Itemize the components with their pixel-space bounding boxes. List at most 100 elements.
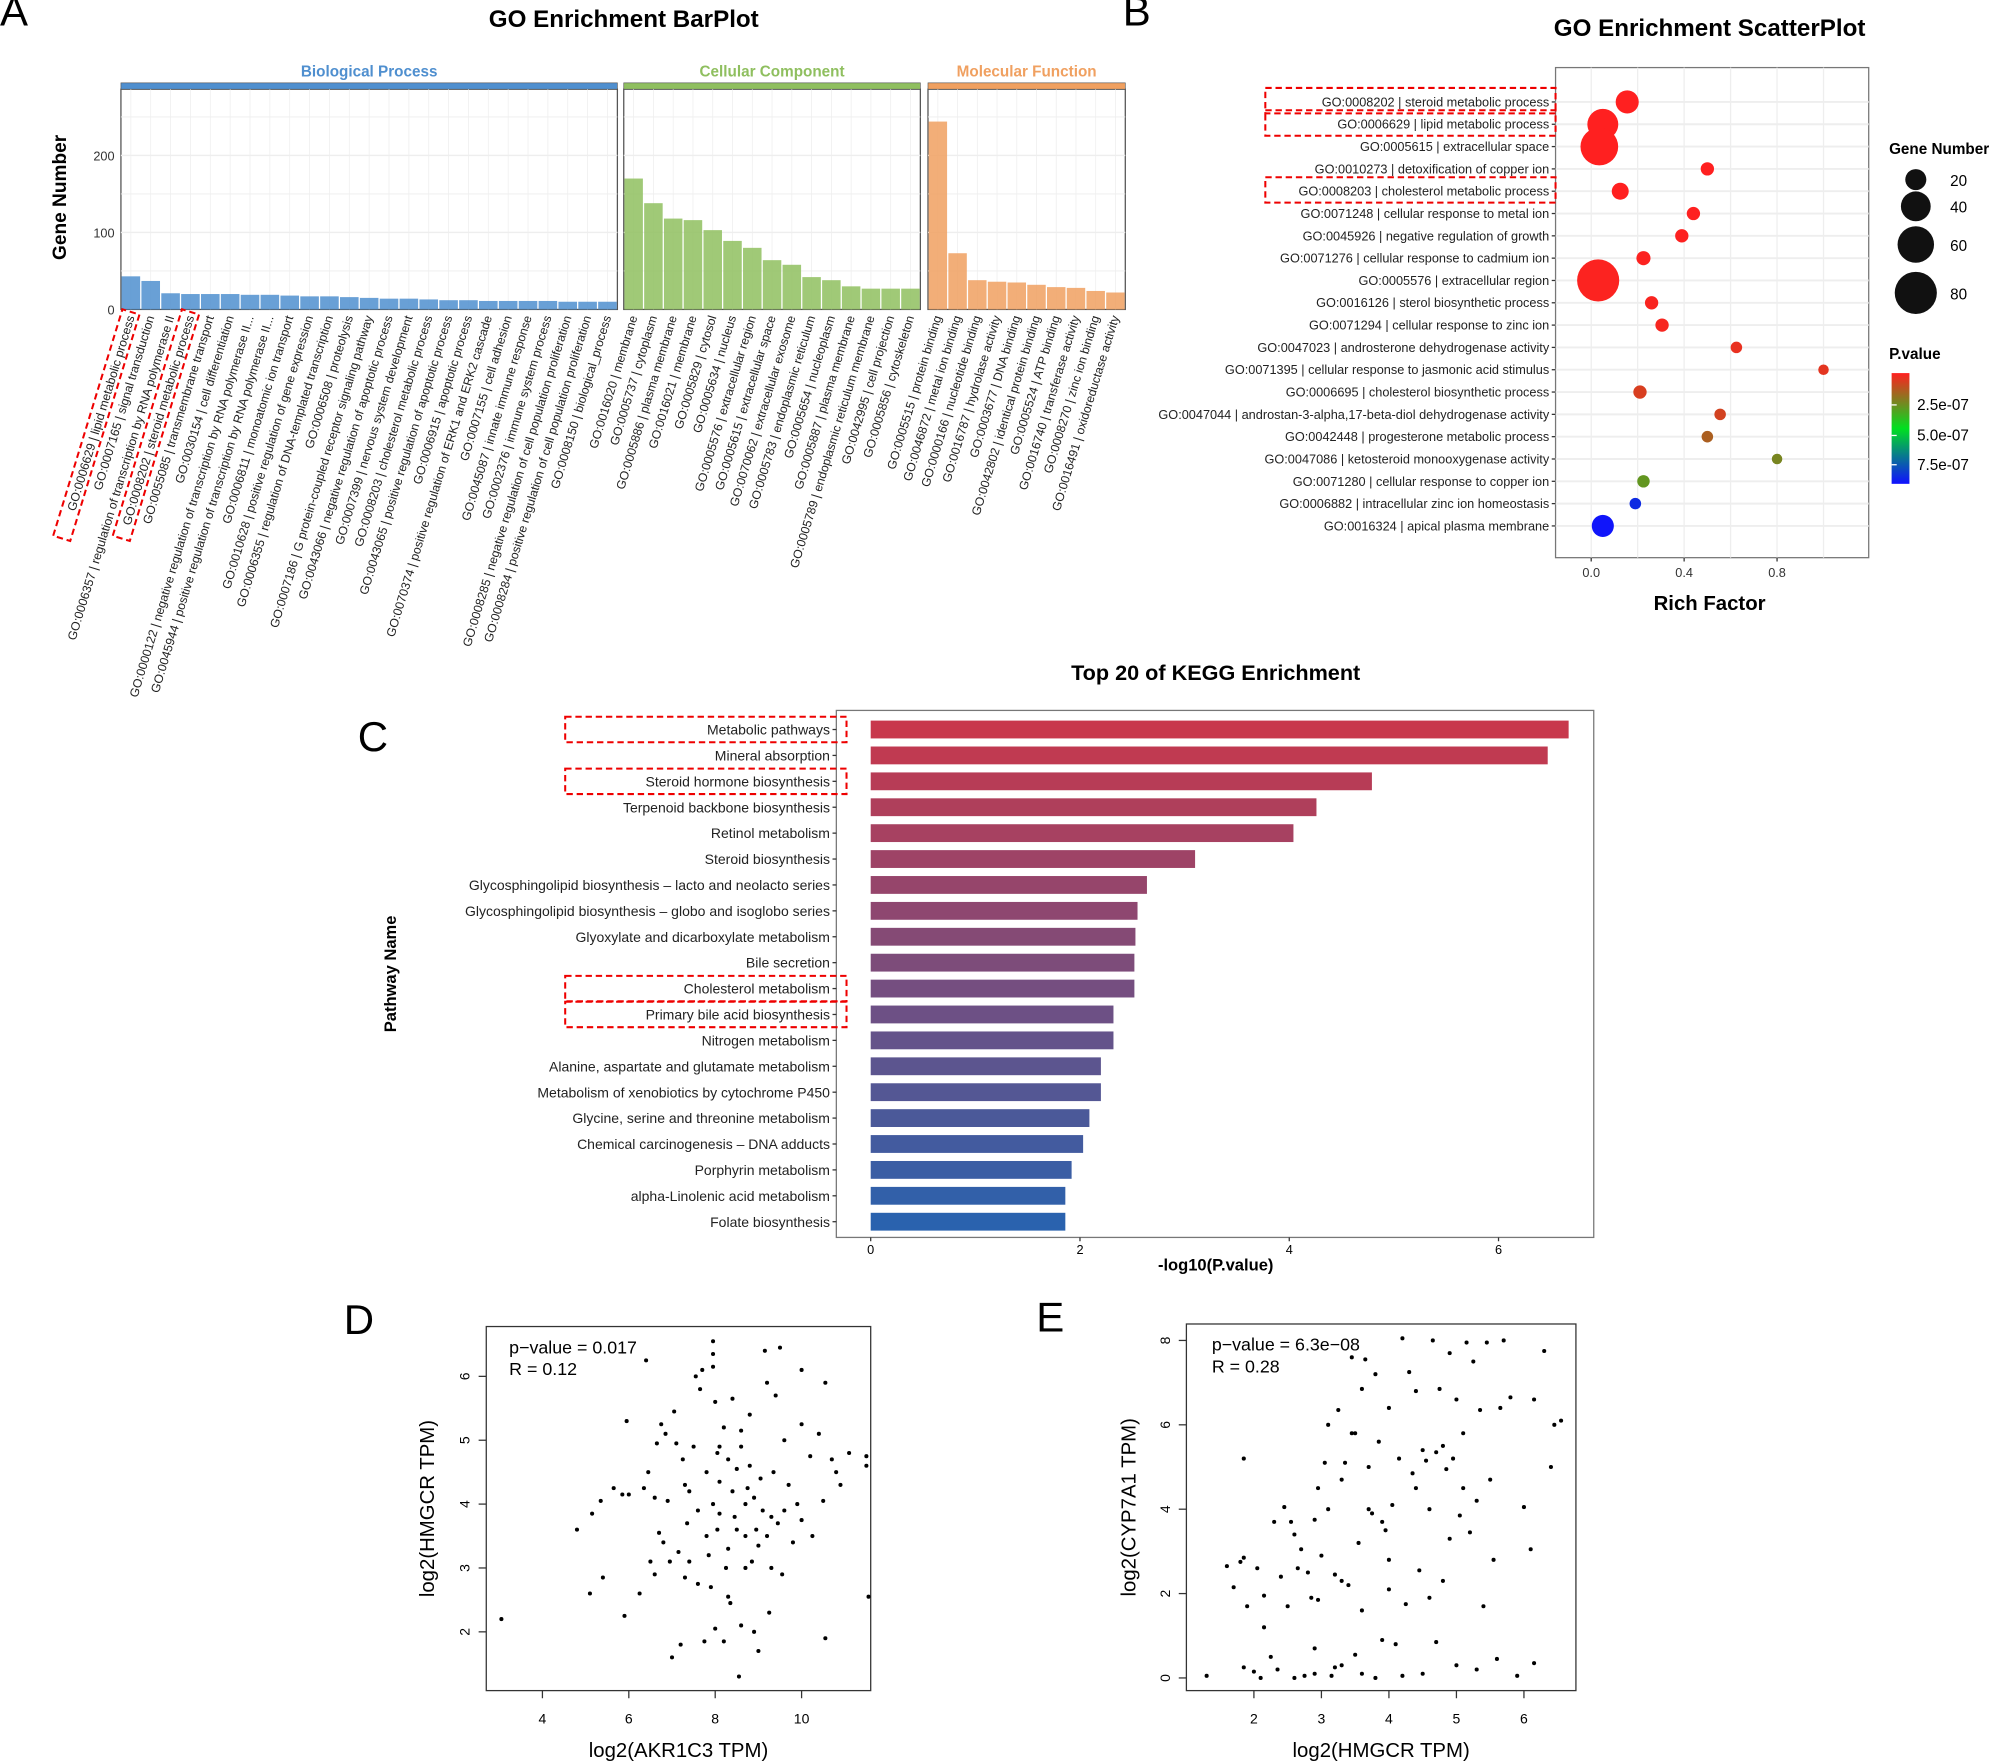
- y-tick-label: Metabolic pathways: [707, 722, 830, 738]
- highlight-box: [564, 767, 848, 796]
- data-point: [654, 1441, 659, 1446]
- data-point: [758, 1476, 763, 1481]
- y-tick-label: GO:0071395 | cellular response to jasmon…: [1225, 362, 1549, 377]
- data-point: [1521, 1505, 1526, 1510]
- data-point: [644, 1358, 649, 1363]
- y-tick-label: GO:0010273 | detoxification of copper io…: [1315, 161, 1550, 176]
- data-point: [764, 1380, 770, 1385]
- data-point: [1316, 1486, 1321, 1491]
- data-point: [1474, 1667, 1479, 1672]
- bar: [822, 280, 841, 310]
- data-point: [838, 1482, 843, 1487]
- data-point: [1675, 229, 1689, 243]
- data-point: [1383, 1528, 1388, 1533]
- data-point: [1204, 1673, 1209, 1678]
- panel-letter: D: [344, 1296, 374, 1343]
- data-point: [682, 1482, 688, 1487]
- data-point: [1268, 1654, 1273, 1659]
- y-tick-label: 3: [457, 1564, 473, 1572]
- legend-size-marker: [1894, 271, 1937, 314]
- bar: [161, 293, 180, 310]
- y-tick-label: 8: [1157, 1336, 1173, 1344]
- data-point: [1245, 1604, 1250, 1609]
- data-point: [1316, 1597, 1321, 1602]
- x-tick-label: 3: [1318, 1711, 1326, 1727]
- bar: [220, 294, 240, 310]
- bar: [870, 1212, 1066, 1231]
- plot-area: [1185, 1323, 1577, 1692]
- y-tick-label: GO:0045926 | negative regulation of grow…: [1303, 228, 1550, 243]
- x-axis-label: -log10(P.value): [1158, 1256, 1273, 1275]
- data-point: [685, 1521, 690, 1526]
- data-point: [1427, 1595, 1432, 1600]
- y-tick-label: Primary bile acid biosynthesis: [646, 1007, 830, 1023]
- data-point: [1474, 1498, 1479, 1503]
- bar: [1047, 287, 1066, 310]
- data-point: [723, 1565, 729, 1571]
- data-point: [1238, 1559, 1243, 1564]
- data-point: [1471, 1359, 1476, 1364]
- highlight-box: [1264, 176, 1557, 204]
- data-point: [1611, 182, 1629, 200]
- data-point: [767, 1610, 772, 1615]
- bar: [870, 1135, 1084, 1153]
- y-tick-label: 6: [1157, 1421, 1173, 1429]
- data-point: [816, 1431, 821, 1436]
- bar: [439, 300, 458, 310]
- y-tick-label: GO:0016126 | sterol biosynthetic process: [1316, 295, 1549, 310]
- data-point: [1258, 1675, 1263, 1680]
- y-tick-label: 2: [457, 1628, 473, 1636]
- data-point: [743, 1502, 748, 1507]
- bar: [870, 901, 1138, 920]
- data-point: [780, 1572, 785, 1577]
- x-tick-label: 5: [1453, 1711, 1461, 1727]
- data-point: [721, 1639, 726, 1644]
- data-point: [810, 1533, 815, 1539]
- data-point: [1636, 251, 1651, 266]
- legend-title: P.value: [1889, 346, 1941, 363]
- data-point: [1329, 1673, 1334, 1678]
- highlight-box: [564, 715, 848, 744]
- chart-title: GO Enrichment ScatterPlot: [1554, 15, 1866, 42]
- data-point: [790, 1540, 795, 1545]
- y-tick-label: GO:0071276 | cellular response to cadmiu…: [1280, 251, 1549, 266]
- facet-strip: [120, 82, 618, 90]
- data-point: [1332, 1572, 1337, 1577]
- data-point: [1771, 453, 1783, 465]
- panel-c-kegg-barplot: Top 20 of KEGG Enrichment Metabolic pathw…: [381, 660, 1595, 1275]
- data-point: [652, 1572, 657, 1577]
- data-point: [799, 1518, 804, 1523]
- data-point: [1386, 1557, 1391, 1562]
- data-point: [1644, 296, 1659, 310]
- data-point: [598, 1498, 603, 1503]
- data-point: [730, 1489, 735, 1494]
- data-point: [771, 1470, 776, 1475]
- bar: [201, 294, 220, 310]
- data-point: [1440, 1578, 1445, 1583]
- bar: [870, 927, 1136, 946]
- y-tick-label: GO:0006882 | intracellular zinc ion home…: [1279, 496, 1549, 511]
- data-point: [600, 1575, 605, 1580]
- bar: [762, 260, 782, 310]
- y-tick-label: Glycine, serine and threonine metabolism: [572, 1110, 830, 1126]
- bar: [703, 230, 722, 310]
- data-point: [1380, 1519, 1385, 1524]
- data-point: [1288, 1519, 1294, 1524]
- data-point: [708, 1585, 713, 1590]
- highlight-box: [1264, 86, 1557, 115]
- data-point: [1241, 1665, 1246, 1670]
- bar: [870, 850, 1196, 868]
- x-tick-label: 2: [1250, 1711, 1258, 1727]
- data-point: [743, 1533, 748, 1539]
- data-point: [1454, 1397, 1459, 1402]
- bar: [928, 121, 948, 310]
- bar: [870, 798, 1317, 817]
- data-point: [728, 1601, 733, 1606]
- bar: [881, 288, 900, 310]
- data-point: [665, 1498, 670, 1503]
- data-point: [1363, 1357, 1368, 1362]
- y-tick-label: 6: [457, 1372, 473, 1380]
- data-point: [1312, 1646, 1317, 1651]
- data-point: [739, 1444, 744, 1449]
